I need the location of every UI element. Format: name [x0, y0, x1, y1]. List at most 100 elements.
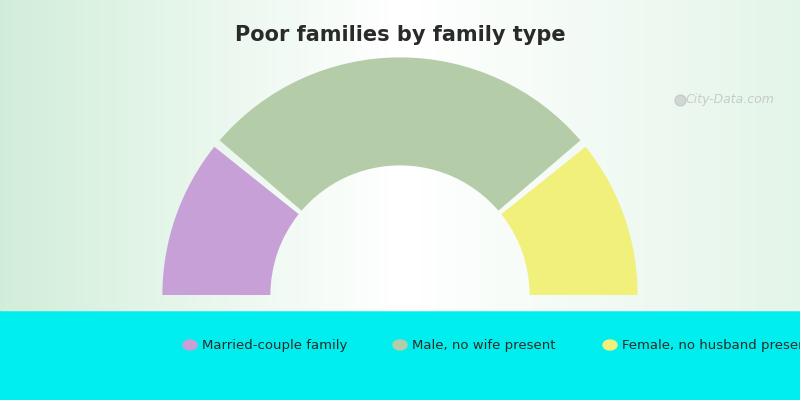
Bar — [750, 0, 753, 310]
Bar — [464, 0, 468, 310]
Bar — [18, 0, 22, 310]
Bar — [176, 0, 180, 310]
Bar — [662, 0, 665, 310]
Bar — [282, 0, 286, 310]
Bar — [424, 0, 428, 310]
Bar — [202, 0, 206, 310]
Bar — [760, 0, 764, 310]
Bar — [8, 0, 12, 310]
Bar — [102, 0, 105, 310]
Bar — [688, 0, 692, 310]
Bar — [494, 0, 497, 310]
Bar — [234, 0, 238, 310]
Bar — [6, 0, 9, 310]
Bar — [128, 0, 132, 310]
Bar — [520, 0, 524, 310]
Bar — [602, 0, 606, 310]
Bar — [706, 0, 710, 310]
Bar — [536, 0, 540, 310]
Bar — [560, 0, 564, 310]
Bar — [752, 0, 756, 310]
Bar — [232, 0, 236, 310]
Bar — [670, 0, 673, 310]
Bar — [626, 0, 630, 310]
Bar — [438, 0, 441, 310]
Bar — [466, 0, 470, 310]
Bar — [786, 0, 790, 310]
Bar — [226, 0, 230, 310]
Bar — [304, 0, 308, 310]
Bar — [262, 0, 265, 310]
Bar — [312, 0, 316, 310]
Bar — [762, 0, 766, 310]
Bar — [398, 0, 401, 310]
Bar — [326, 0, 329, 310]
Bar — [406, 0, 409, 310]
Bar — [432, 0, 436, 310]
Bar — [528, 0, 532, 310]
Bar — [798, 0, 800, 310]
Bar — [686, 0, 689, 310]
Bar — [794, 0, 798, 310]
Bar — [214, 0, 217, 310]
Bar — [58, 0, 62, 310]
Bar — [648, 0, 652, 310]
Bar — [336, 0, 340, 310]
Bar — [206, 0, 209, 310]
Bar — [158, 0, 161, 310]
Bar — [568, 0, 572, 310]
Bar — [200, 0, 204, 310]
Bar — [778, 0, 782, 310]
Text: Male, no wife present: Male, no wife present — [412, 338, 555, 352]
Bar — [114, 0, 118, 310]
Bar — [274, 0, 278, 310]
Bar — [186, 0, 190, 310]
Bar — [486, 0, 489, 310]
Bar — [10, 0, 14, 310]
Bar — [120, 0, 124, 310]
Bar — [558, 0, 561, 310]
Bar — [352, 0, 356, 310]
Bar — [106, 0, 110, 310]
Bar — [160, 0, 164, 310]
Bar — [624, 0, 628, 310]
Bar — [78, 0, 81, 310]
Bar — [590, 0, 593, 310]
Bar — [150, 0, 153, 310]
Bar — [574, 0, 577, 310]
Bar — [238, 0, 241, 310]
Bar — [376, 0, 380, 310]
Bar — [506, 0, 510, 310]
Bar — [94, 0, 97, 310]
Bar — [776, 0, 780, 310]
Bar — [632, 0, 636, 310]
Bar — [746, 0, 750, 310]
Bar — [254, 0, 257, 310]
Bar — [216, 0, 220, 310]
Bar — [616, 0, 620, 310]
Bar — [504, 0, 508, 310]
Bar — [454, 0, 457, 310]
Bar — [766, 0, 769, 310]
Bar — [440, 0, 444, 310]
Bar — [408, 0, 412, 310]
Bar — [742, 0, 745, 310]
Bar — [512, 0, 516, 310]
Bar — [514, 0, 518, 310]
Bar — [50, 0, 54, 310]
Bar — [248, 0, 252, 310]
Bar — [526, 0, 529, 310]
Bar — [682, 0, 686, 310]
Bar — [576, 0, 580, 310]
Bar — [570, 0, 574, 310]
Bar — [286, 0, 289, 310]
Bar — [314, 0, 318, 310]
Bar — [30, 0, 33, 310]
Bar — [738, 0, 742, 310]
Bar — [154, 0, 158, 310]
Bar — [594, 0, 598, 310]
Bar — [784, 0, 788, 310]
Bar — [224, 0, 228, 310]
Bar — [306, 0, 310, 310]
Bar — [22, 0, 25, 310]
